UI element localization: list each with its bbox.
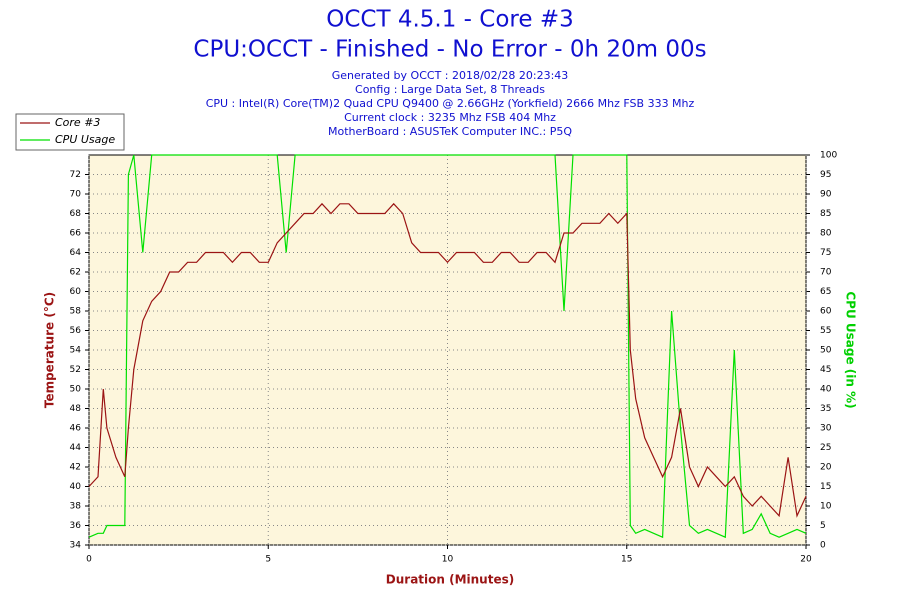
y-tick-label: 40 (70, 482, 82, 492)
y2-tick-label: 10 (820, 502, 832, 512)
y2-tick-label: 65 (820, 287, 831, 297)
y-tick-label: 36 (70, 521, 82, 531)
y2-tick-label: 5 (820, 521, 826, 531)
y2-tick-label: 25 (820, 443, 831, 453)
y2-tick-label: 90 (820, 190, 832, 200)
y-tick-label: 54 (70, 346, 82, 356)
y2-tick-label: 15 (820, 482, 831, 492)
x-tick-label: 20 (800, 555, 812, 565)
y-tick-label: 38 (70, 502, 82, 512)
y2-axis-label: CPU Usage (in %) (844, 291, 858, 408)
x-tick-label: 15 (621, 555, 632, 565)
annotation: MotherBoard : ASUSTeK Computer INC.: P5Q (328, 125, 572, 138)
legend-label: Core #3 (55, 116, 100, 129)
y2-tick-label: 55 (820, 326, 831, 336)
y2-tick-label: 35 (820, 404, 831, 414)
y-tick-label: 72 (70, 170, 81, 180)
y-tick-label: 64 (70, 248, 82, 258)
y-tick-label: 56 (70, 326, 82, 336)
x-tick-label: 10 (442, 555, 454, 565)
y-tick-label: 52 (70, 365, 81, 375)
y-tick-label: 62 (70, 268, 81, 278)
chart-subtitle: CPU:OCCT - Finished - No Error - 0h 20m … (193, 37, 706, 63)
y2-tick-label: 85 (820, 209, 831, 219)
y2-tick-label: 75 (820, 248, 831, 258)
y-tick-label: 70 (70, 190, 82, 200)
y-tick-label: 60 (70, 287, 82, 297)
annotation: Generated by OCCT : 2018/02/28 20:23:43 (332, 69, 569, 82)
y2-tick-label: 20 (820, 463, 832, 473)
y2-tick-label: 0 (820, 541, 826, 551)
y-tick-label: 66 (70, 229, 82, 239)
x-tick-label: 5 (265, 555, 271, 565)
y2-tick-label: 70 (820, 268, 832, 278)
y2-tick-label: 30 (820, 424, 832, 434)
y-tick-label: 50 (70, 385, 82, 395)
y-tick-label: 48 (70, 404, 82, 414)
y-tick-label: 44 (70, 443, 82, 453)
y2-tick-label: 45 (820, 365, 831, 375)
annotation: Config : Large Data Set, 8 Threads (355, 83, 545, 96)
y2-tick-label: 95 (820, 170, 831, 180)
x-tick-label: 0 (86, 555, 92, 565)
data-line (88, 154, 807, 539)
y-tick-label: 34 (70, 541, 82, 551)
y2-tick-label: 60 (820, 307, 832, 317)
annotation: CPU : Intel(R) Core(TM)2 Quad CPU Q9400 … (206, 97, 695, 110)
x-axis-label: Duration (Minutes) (386, 573, 514, 587)
y-axis-label: Temperature (°C) (43, 292, 57, 408)
legend-label: CPU Usage (55, 133, 115, 146)
y2-tick-label: 50 (820, 346, 832, 356)
y2-tick-label: 80 (820, 229, 832, 239)
legend (15, 113, 125, 151)
annotation: Current clock : 3235 Mhz FSB 404 Mhz (344, 111, 556, 124)
y-tick-label: 42 (70, 463, 81, 473)
data-line (88, 202, 807, 518)
y-tick-label: 58 (70, 307, 82, 317)
y-tick-label: 68 (70, 209, 82, 219)
y2-tick-label: 40 (820, 385, 832, 395)
chart-title: OCCT 4.5.1 - Core #3 (326, 7, 573, 33)
y-tick-label: 46 (70, 424, 82, 434)
y2-tick-label: 100 (820, 151, 837, 161)
